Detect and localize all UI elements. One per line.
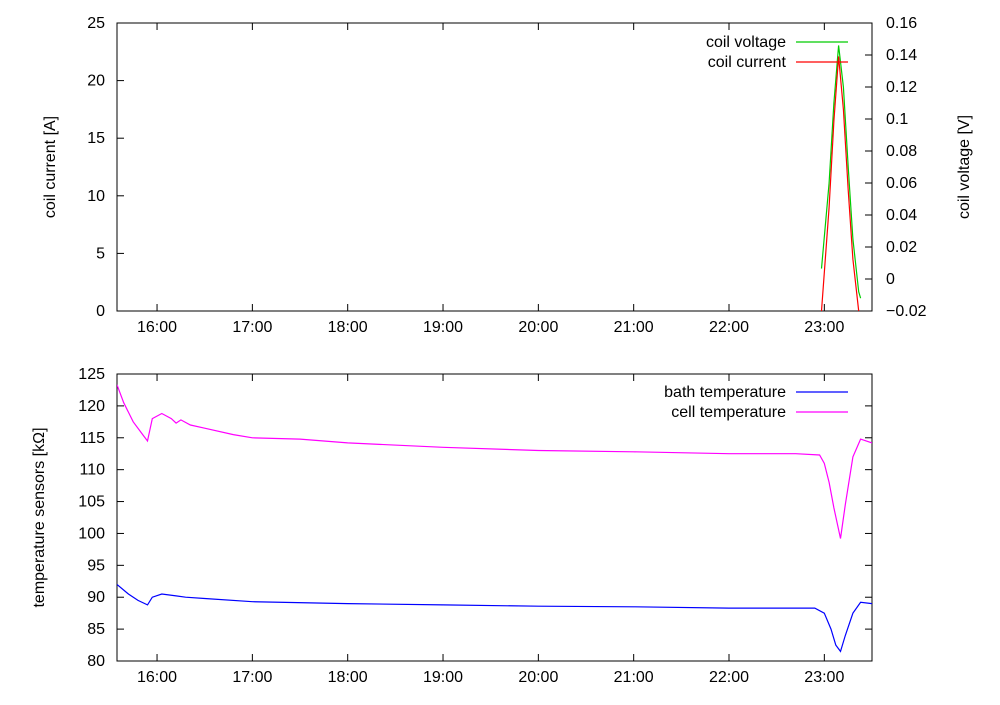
x-tick-label: 17:00 — [232, 669, 272, 686]
y2-tick-label: 0.08 — [886, 143, 917, 160]
y-tick-label: 15 — [87, 130, 105, 147]
x-tick-label: 22:00 — [709, 669, 749, 686]
y2-tick-label: 0.14 — [886, 47, 917, 64]
bath-temperature-line — [117, 584, 872, 653]
legend-label: bath temperature — [664, 384, 786, 401]
y-tick-label: 100 — [78, 525, 105, 542]
y-tick-label: 85 — [87, 621, 105, 638]
x-tick-label: 16:00 — [137, 669, 177, 686]
y2-tick-label: 0 — [886, 271, 895, 288]
x-tick-label: 17:00 — [232, 319, 272, 336]
legend-label: coil voltage — [706, 34, 786, 51]
y2-tick-label: 0.02 — [886, 239, 917, 256]
y2-tick-label: 0.12 — [886, 79, 917, 96]
y2-tick-label: 0.16 — [886, 15, 917, 32]
x-tick-label: 23:00 — [804, 319, 844, 336]
x-tick-label: 21:00 — [614, 669, 654, 686]
x-tick-label: 23:00 — [804, 669, 844, 686]
y-tick-label: 115 — [79, 430, 105, 447]
y-tick-label: 80 — [87, 653, 105, 670]
coil-voltage-line — [820, 45, 862, 299]
x-tick-label: 20:00 — [518, 669, 558, 686]
y-tick-label: 20 — [87, 73, 105, 90]
y-tick-label: 125 — [78, 366, 105, 383]
y-tick-label: 25 — [87, 15, 105, 32]
y2-tick-label: 0.06 — [886, 175, 917, 192]
plot-frame — [116, 22, 873, 312]
x-tick-label: 18:00 — [328, 319, 368, 336]
legend-label: coil current — [708, 54, 787, 71]
x-tick-label: 20:00 — [518, 319, 558, 336]
y-tick-label: 120 — [78, 398, 105, 415]
y2-tick-label: 0.04 — [886, 207, 917, 224]
x-tick-label: 16:00 — [137, 319, 177, 336]
coil-current-line — [820, 56, 860, 311]
y-tick-label: 90 — [87, 589, 105, 606]
legend-label: cell temperature — [671, 404, 786, 421]
x-tick-label: 18:00 — [328, 669, 368, 686]
y-axis-label: coil current [A] — [42, 116, 59, 218]
x-tick-label: 19:00 — [423, 669, 463, 686]
y-tick-label: 5 — [96, 245, 105, 262]
plot-frame — [116, 373, 873, 662]
y2-tick-label: 0.1 — [886, 111, 908, 128]
x-tick-label: 21:00 — [614, 319, 654, 336]
y-tick-label: 0 — [96, 303, 105, 320]
y-tick-label: 105 — [78, 494, 105, 511]
y2-tick-label: −0.02 — [886, 303, 927, 320]
y-axis-label: temperature sensors [kΩ] — [31, 427, 48, 607]
y-tick-label: 95 — [87, 557, 105, 574]
y2-axis-label: coil voltage [V] — [956, 115, 973, 219]
x-tick-label: 22:00 — [709, 319, 749, 336]
y-tick-label: 110 — [79, 462, 105, 479]
cell-temperature-line — [117, 384, 872, 539]
x-tick-label: 19:00 — [423, 319, 463, 336]
y-tick-label: 10 — [87, 188, 105, 205]
